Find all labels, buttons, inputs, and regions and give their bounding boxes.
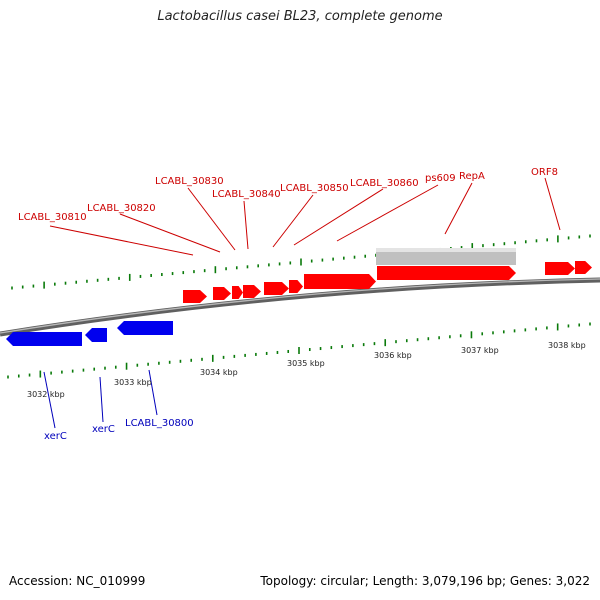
forward-gene-arrow: [377, 266, 516, 280]
reverse-label-leader: [43, 371, 56, 429]
scale-label: 3034 kbp: [200, 368, 238, 377]
non-gene-feature-bar: [376, 248, 516, 265]
forward-label-leader: [119, 213, 221, 253]
reverse-label-leader: [99, 376, 104, 423]
reverse-gene-arrow: [117, 321, 173, 335]
forward-label-leader: [293, 188, 384, 246]
forward-gene-label: LCABL_30810: [18, 212, 87, 223]
forward-gene-label: LCABL_30850: [280, 183, 349, 194]
genome-backbone-highlight: [0, 278, 600, 334]
forward-gene-label: ps609: [425, 173, 456, 184]
forward-gene-arrow: [575, 261, 592, 274]
scale-label: 3035 kbp: [287, 359, 325, 368]
forward-label-leader: [444, 182, 473, 235]
forward-gene-arrow: [304, 274, 376, 289]
forward-gene-arrow: [289, 280, 303, 293]
scale-label: 3033 kbp: [114, 378, 152, 387]
forward-gene-label: LCABL_30860: [350, 178, 419, 189]
accession-text: Accession: NC_010999: [9, 574, 146, 588]
scale-label: 3037 kbp: [461, 346, 499, 355]
genome-summary-text: Topology: circular; Length: 3,079,196 bp…: [260, 574, 590, 588]
genome-backbone: [0, 277, 600, 337]
reverse-gene-arrow: [6, 332, 82, 346]
forward-gene-label: ORF8: [531, 167, 558, 178]
forward-label-leader: [544, 177, 561, 231]
non-gene-feature-bar-highlight: [376, 248, 516, 252]
forward-label-leader: [272, 194, 314, 248]
forward-gene-label: RepA: [459, 171, 485, 182]
forward-gene-arrow: [264, 282, 289, 295]
forward-label-leader: [49, 225, 194, 256]
forward-gene-arrow: [243, 285, 261, 298]
reverse-gene-label: LCABL_30800: [125, 418, 194, 429]
reverse-gene-label: xerC: [92, 424, 115, 435]
forward-gene-arrow: [232, 286, 243, 299]
scale-labels: 3032 kbp 3033 kbp 3034 kbp 3035 kbp 3036 kbp…: [27, 341, 586, 399]
forward-gene-arrow: [213, 287, 231, 300]
forward-label-leader: [187, 187, 236, 251]
forward-label-leader: [336, 184, 439, 242]
genome-title: Lactobacillus casei BL23, complete genom…: [157, 9, 443, 24]
reverse-gene-label: xerC: [44, 431, 67, 442]
gene-features: [6, 248, 592, 346]
reverse-gene-arrow: [85, 328, 107, 342]
label-leader-lines: [43, 177, 561, 429]
forward-gene-label: LCABL_30830: [155, 176, 224, 187]
inner-tick-row: [7, 322, 591, 379]
forward-label-leader: [243, 200, 249, 250]
scale-label: 3032 kbp: [27, 390, 65, 399]
scale-label: 3036 kbp: [374, 351, 412, 360]
forward-gene-arrow: [545, 262, 575, 275]
reverse-label-leader: [148, 369, 158, 416]
forward-gene-label: LCABL_30840: [212, 189, 281, 200]
scale-label: 3038 kbp: [548, 341, 586, 350]
forward-gene-arrow: [183, 290, 207, 303]
forward-gene-label: LCABL_30820: [87, 203, 156, 214]
